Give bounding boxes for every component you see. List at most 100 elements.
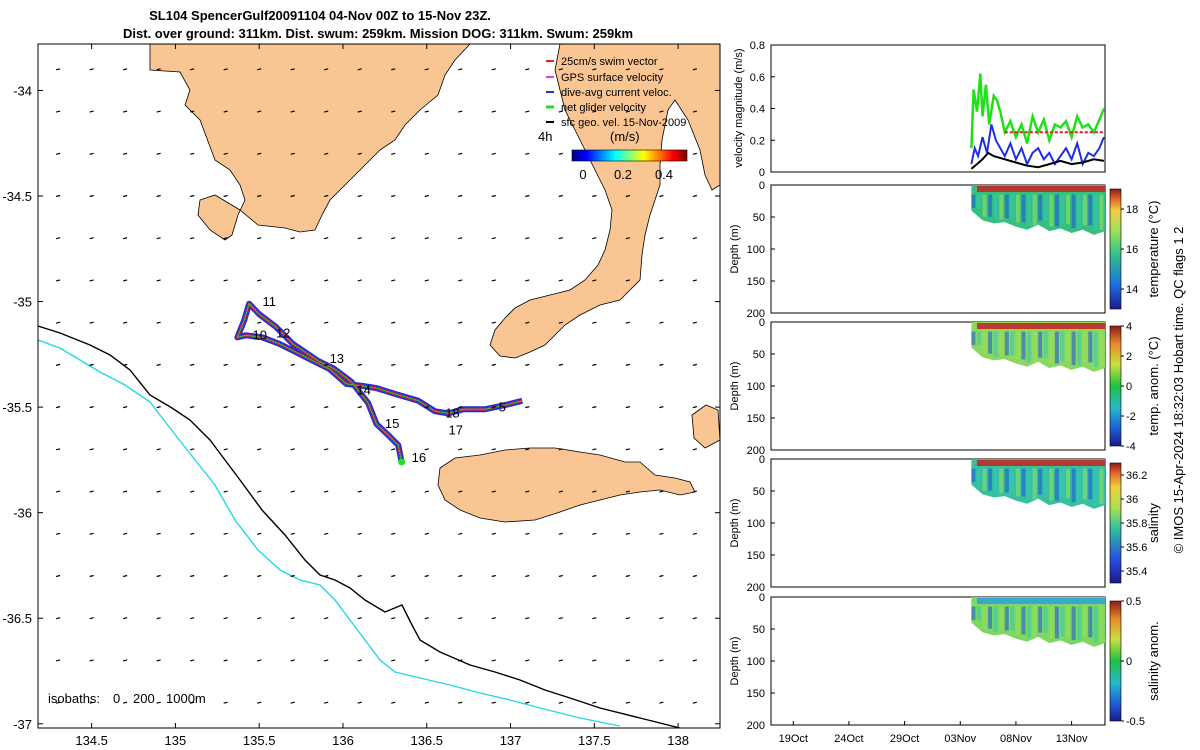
vector-arrow bbox=[558, 194, 563, 198]
section-stripe bbox=[1071, 331, 1076, 366]
map-x-tick-label: 135.5 bbox=[243, 733, 276, 748]
day-label: 12 bbox=[276, 325, 290, 340]
vector-arrow bbox=[223, 110, 228, 113]
vector-arrow bbox=[290, 194, 295, 198]
vector-arrow bbox=[692, 237, 698, 240]
vector-arrow bbox=[156, 659, 161, 662]
vector-arrow bbox=[592, 448, 597, 451]
vector-arrow bbox=[55, 532, 61, 535]
depth-tick-label: 150 bbox=[747, 550, 765, 562]
time-series-panels: velocity magnitude (m/s) 0 0.2 0.4 0.6 0.8 0… bbox=[729, 40, 1186, 745]
vector-arrow bbox=[525, 363, 530, 366]
vector-arrow bbox=[156, 363, 161, 366]
vector-arrow bbox=[324, 194, 329, 198]
vector-arrow bbox=[156, 279, 161, 282]
vector-arrow bbox=[491, 152, 496, 155]
vector-arrow bbox=[89, 237, 94, 240]
vector-arrow bbox=[89, 110, 94, 113]
vector-arrow bbox=[592, 194, 597, 198]
vector-arrow bbox=[357, 194, 362, 198]
vector-arrow bbox=[122, 110, 128, 113]
vector-arrow bbox=[391, 110, 396, 113]
vector-arrow bbox=[290, 321, 295, 324]
vector-arrow bbox=[290, 659, 295, 662]
isobath-legend: isobaths: 0 200 1000m bbox=[48, 691, 206, 706]
vector-arrow bbox=[391, 363, 396, 366]
vector-arrow bbox=[190, 68, 195, 71]
vector-arrow bbox=[525, 490, 530, 493]
vector-arrow bbox=[525, 406, 530, 409]
vector-arrow bbox=[491, 490, 496, 493]
velocity-series bbox=[970, 151, 1105, 170]
day-labels: 5 10 11 12 13 14 15 16 17 18 bbox=[252, 294, 506, 465]
section-stripe bbox=[1093, 606, 1098, 642]
depth-tick-label: 50 bbox=[753, 624, 765, 636]
vector-arrow bbox=[357, 321, 362, 324]
vector-arrow bbox=[156, 152, 161, 155]
section-stripe bbox=[1038, 606, 1043, 633]
vector-arrow bbox=[625, 237, 630, 240]
colorbar-label: temperature (°C) bbox=[1146, 201, 1161, 298]
section-stripe bbox=[1093, 194, 1098, 230]
vector-arrow bbox=[223, 701, 228, 704]
velocity-tick-label: 0.6 bbox=[750, 72, 765, 84]
map-legend: 25cm/s swim vector GPS surface velocity … bbox=[538, 56, 688, 182]
vector-arrow bbox=[692, 406, 698, 409]
vector-arrow bbox=[122, 237, 128, 240]
vector-arrow bbox=[558, 659, 563, 662]
time-x-ticks: 19Oct 24Oct 29Oct 03Nov 08Nov 13Nov bbox=[779, 721, 1088, 745]
depth-tick-label: 0 bbox=[759, 317, 765, 329]
vector-arrow bbox=[692, 321, 698, 324]
vector-arrow bbox=[122, 701, 128, 704]
vector-arrow bbox=[659, 490, 664, 493]
vector-arrow bbox=[156, 490, 161, 493]
section-stripe bbox=[982, 194, 987, 217]
vector-arrow bbox=[89, 194, 94, 198]
map-x-tick-label: 138 bbox=[667, 733, 689, 748]
map-x-tick-label: 135 bbox=[165, 733, 187, 748]
vector-arrow bbox=[592, 532, 597, 535]
vector-arrow bbox=[692, 363, 698, 366]
vector-arrow bbox=[257, 406, 262, 409]
vector-arrow bbox=[324, 321, 329, 324]
vector-arrow bbox=[659, 237, 664, 240]
surface-layer bbox=[976, 323, 1105, 329]
vector-arrow bbox=[592, 68, 597, 71]
map-y-ticks: -34 -34.5 -35 -35.5 -36 -36.5 -37 bbox=[2, 83, 720, 732]
copyright-footer: © IMOS 15-Apr-2024 18:32:03 Hobart time.… bbox=[1171, 227, 1186, 554]
vector-arrow bbox=[659, 617, 664, 620]
vector-arrow bbox=[692, 659, 698, 662]
vector-arrow bbox=[122, 490, 128, 493]
section-stripe bbox=[1077, 468, 1082, 503]
vector-arrow bbox=[625, 574, 630, 578]
vector-arrow bbox=[692, 194, 698, 198]
vector-arrow bbox=[290, 448, 295, 451]
map-x-tick-label: 136 bbox=[332, 733, 354, 748]
vector-arrow bbox=[290, 406, 295, 409]
surface-layer bbox=[976, 598, 1105, 604]
vector-arrow bbox=[290, 237, 295, 240]
vector-arrow bbox=[257, 448, 262, 451]
section-stripe bbox=[1043, 606, 1048, 633]
section-stripe bbox=[1015, 606, 1020, 635]
vector-arrow bbox=[55, 406, 61, 409]
vector-arrow bbox=[458, 406, 463, 409]
vector-arrow bbox=[659, 659, 664, 662]
vector-arrow bbox=[257, 321, 262, 324]
colorbar-tick-label: -4 bbox=[1126, 441, 1136, 453]
vector-arrow bbox=[324, 574, 329, 578]
vector-arrow bbox=[89, 152, 94, 155]
vector-arrow bbox=[290, 363, 295, 366]
section-stripe bbox=[1015, 194, 1020, 223]
vector-arrow bbox=[257, 152, 262, 155]
vector-arrow bbox=[122, 194, 128, 198]
vector-arrow bbox=[357, 237, 362, 240]
section-panel: 0 50 100 150 200 Depth (m) 14 16 18 temperature (… bbox=[729, 180, 1161, 320]
vector-arrow bbox=[122, 321, 128, 324]
section-stripe bbox=[988, 194, 993, 217]
vector-arrow bbox=[525, 532, 530, 535]
depth-tick-label: 200 bbox=[747, 308, 765, 320]
velocity-tick-label: 0.2 bbox=[750, 135, 765, 147]
vector-arrow bbox=[55, 237, 61, 240]
